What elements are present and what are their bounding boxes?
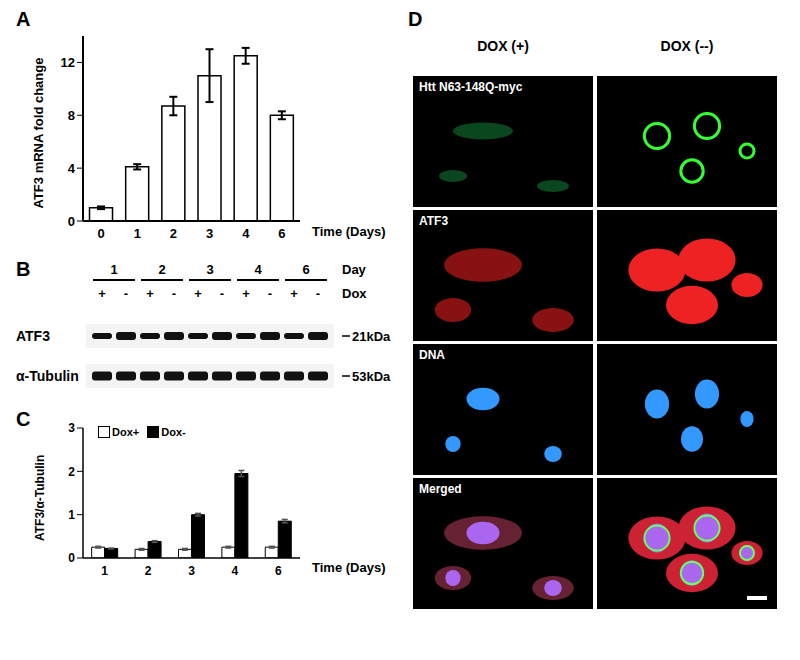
html-text:C: C [16, 408, 31, 430]
html-text:ATF3: ATF3 [419, 214, 449, 228]
svg-text:3: 3 [206, 262, 213, 277]
svg-text:+: + [290, 286, 298, 301]
svg-text:0: 0 [97, 226, 104, 241]
svg-text:2: 2 [170, 226, 177, 241]
svg-text:-: - [124, 286, 128, 301]
svg-text:12: 12 [61, 55, 75, 70]
svg-text:6: 6 [275, 564, 282, 578]
svg-text:+: + [146, 286, 154, 301]
svg-text:+: + [242, 286, 250, 301]
html-text:D: D [408, 8, 423, 30]
svg-text:21kDa: 21kDa [352, 329, 391, 344]
svg-text:6: 6 [302, 262, 309, 277]
svg-text:2: 2 [145, 564, 152, 578]
html-text:Merged: Merged [419, 482, 462, 496]
html-text:Time (Days): Time (Days) [312, 560, 386, 575]
svg-text:1: 1 [101, 564, 108, 578]
svg-text:α-Tubulin: α-Tubulin [16, 368, 79, 384]
svg-text:-: - [172, 286, 176, 301]
svg-text:+: + [194, 286, 202, 301]
svg-text:53kDa: 53kDa [352, 369, 391, 384]
html-text:Time (Days): Time (Days) [312, 224, 386, 239]
svg-text:3: 3 [188, 564, 195, 578]
svg-text:4: 4 [242, 226, 250, 241]
html-text:DOX (--): DOX (--) [660, 38, 714, 54]
svg-text:1: 1 [68, 508, 75, 522]
html-text:B: B [16, 258, 31, 280]
svg-text:4: 4 [232, 564, 239, 578]
svg-text:8: 8 [68, 108, 75, 123]
svg-text:Dox: Dox [342, 286, 367, 301]
svg-text:+: + [98, 286, 106, 301]
svg-text:2: 2 [158, 262, 165, 277]
svg-text:1: 1 [110, 262, 117, 277]
svg-text:4: 4 [254, 262, 262, 277]
svg-text:2: 2 [68, 465, 75, 479]
html-text:Htt N63-148Q-myc: Htt N63-148Q-myc [419, 80, 523, 94]
html-text:DNA: DNA [419, 348, 445, 362]
svg-text:0: 0 [68, 214, 75, 229]
svg-text:0: 0 [68, 551, 75, 565]
svg-text:-: - [268, 286, 272, 301]
svg-text:3: 3 [206, 226, 213, 241]
svg-text:-: - [220, 286, 224, 301]
svg-text:1: 1 [134, 226, 141, 241]
html-text:Dox+: Dox+ [112, 426, 140, 438]
svg-text:ATF3 mRNA fold change: ATF3 mRNA fold change [31, 58, 46, 209]
svg-text:4: 4 [68, 161, 76, 176]
html-text:A: A [16, 8, 31, 30]
svg-text:3: 3 [68, 421, 75, 435]
svg-text:ATF3/α-Tubulin: ATF3/α-Tubulin [33, 455, 47, 541]
svg-text:6: 6 [278, 226, 285, 241]
html-text:DOX (+): DOX (+) [477, 38, 529, 54]
html-text:Dox-: Dox- [161, 426, 186, 438]
svg-text:-: - [316, 286, 320, 301]
svg-text:Day: Day [342, 262, 367, 277]
svg-text:ATF3: ATF3 [16, 328, 50, 344]
